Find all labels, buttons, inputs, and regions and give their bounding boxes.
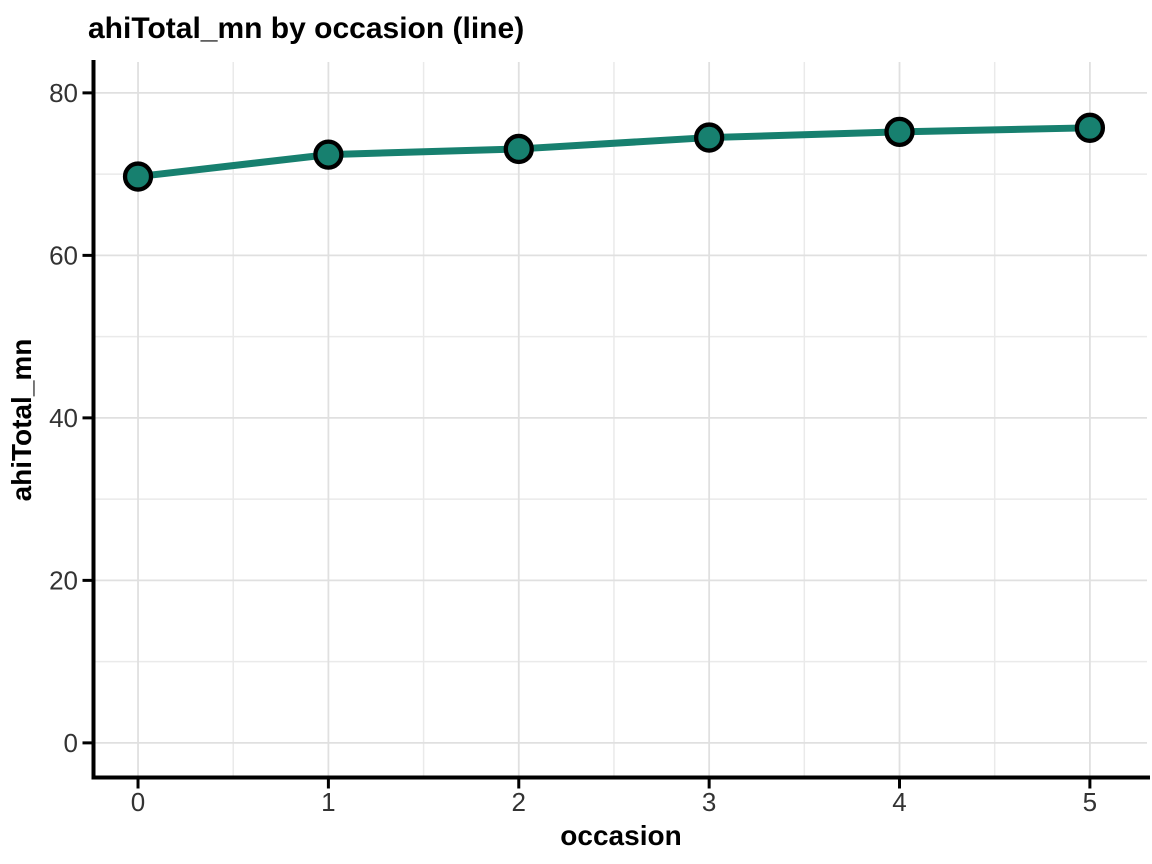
data-point	[122, 161, 154, 192]
data-point	[313, 139, 344, 170]
x-tick-label: 3	[702, 787, 716, 817]
trend-line	[134, 124, 1094, 181]
x-tick-label: 1	[321, 787, 335, 817]
y-tick-label: 80	[49, 78, 78, 108]
y-tick-label: 60	[49, 240, 78, 270]
y-tick-label: 0	[64, 728, 78, 758]
data-point	[503, 133, 534, 165]
data-point	[884, 116, 915, 148]
x-tick-label: 5	[1083, 787, 1097, 817]
x-tick-label: 4	[892, 787, 906, 817]
x-tick-label: 0	[131, 787, 145, 817]
y-tick-label: 20	[49, 565, 78, 595]
x-tick-label: 2	[512, 787, 526, 817]
y-tick-label: 40	[49, 403, 78, 433]
x-axis-title: occasion	[560, 820, 682, 851]
data-point	[1074, 112, 1106, 143]
data-point	[693, 122, 725, 153]
chart-title: ahiTotal_mn by occasion (line)	[88, 12, 525, 45]
